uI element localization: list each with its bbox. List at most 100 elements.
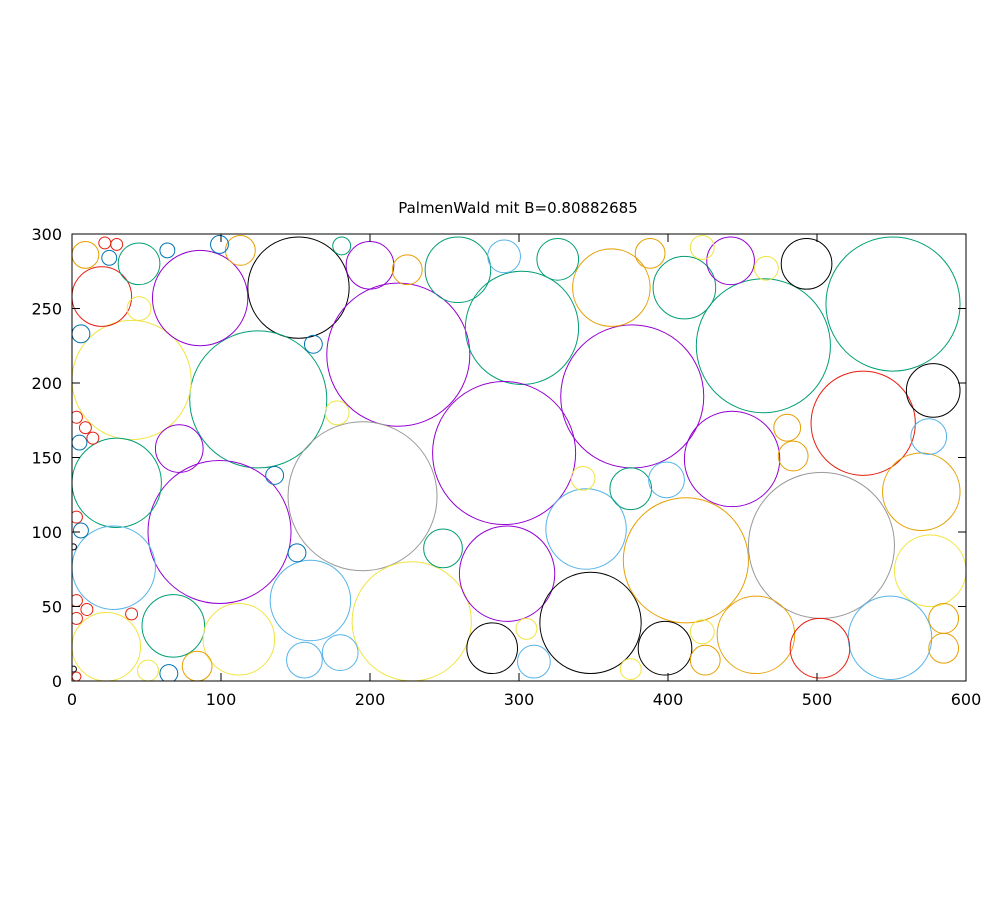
y-tick-label-4: 200 <box>31 374 62 393</box>
axis-ticks: 0 100 200 300 400 500 600 0 50 100 150 200 250 300 <box>31 225 981 709</box>
circle-mark-4 <box>695 278 831 414</box>
circle-mark-10 <box>287 421 438 572</box>
circle-mark-93 <box>72 543 77 551</box>
circle-mark-14 <box>72 525 156 610</box>
circle-mark-25 <box>747 471 895 619</box>
circle-mark-90 <box>72 611 83 625</box>
circle-mark-47 <box>689 234 715 260</box>
circles-layer <box>72 234 966 681</box>
circle-mark-19 <box>351 561 472 681</box>
circle-mark-11 <box>432 381 577 526</box>
circle-mark-67 <box>159 664 179 681</box>
circle-mark-68 <box>517 644 551 679</box>
circle-mark-21 <box>466 622 519 675</box>
circle-mark-40 <box>706 236 755 286</box>
circle-mark-92 <box>72 671 82 681</box>
circle-mark-44 <box>224 234 256 266</box>
circle-mark-24 <box>622 497 749 624</box>
circle-mark-2 <box>464 270 580 385</box>
circle-mark-51 <box>210 234 229 254</box>
circle-mark-87 <box>72 510 83 524</box>
circle-mark-20 <box>458 525 556 622</box>
circle-mark-34 <box>572 248 651 327</box>
circle-mark-83 <box>72 522 89 539</box>
circle-mark-61 <box>287 543 307 563</box>
circle-mark-57 <box>303 334 323 354</box>
circle-mark-75 <box>648 461 685 499</box>
circle-mark-18 <box>269 559 352 642</box>
circle-mark-33 <box>637 620 693 676</box>
circle-mark-22 <box>539 571 642 675</box>
circle-mark-43 <box>634 237 666 269</box>
circle-mark-35 <box>652 255 717 320</box>
x-tick-label-4: 400 <box>653 690 684 709</box>
circle-mark-46 <box>72 240 100 269</box>
circle-mark-65 <box>181 650 213 681</box>
circle-mark-53 <box>98 236 112 250</box>
circle-mark-39 <box>780 237 833 290</box>
circle-mark-17 <box>202 603 276 676</box>
y-tick-label-0: 0 <box>52 672 62 691</box>
circle-mark-16 <box>141 594 206 658</box>
circle-mark-80 <box>928 603 960 634</box>
circle-mark-32 <box>789 617 851 679</box>
circle-mark-48 <box>753 255 779 281</box>
circle-mark-6 <box>189 330 328 469</box>
circle-mark-77 <box>777 440 809 472</box>
circle-mark-79 <box>910 418 948 456</box>
circle-mark-60 <box>265 465 285 485</box>
circle-mark-85 <box>78 421 92 435</box>
x-tick-label-2: 200 <box>355 690 386 709</box>
circle-mark-28 <box>882 452 961 532</box>
circle-mark-94 <box>72 665 77 673</box>
circle-mark-13 <box>72 437 162 529</box>
circle-mark-82 <box>72 434 88 451</box>
circle-mark-23 <box>545 488 627 570</box>
circle-mark-54 <box>110 237 124 251</box>
circle-mark-73 <box>570 465 596 491</box>
circle-mark-74 <box>609 467 653 511</box>
circle-mark-27 <box>810 370 916 476</box>
x-tick-label-5: 500 <box>802 690 833 709</box>
circle-mark-70 <box>619 658 642 681</box>
circle-mark-29 <box>893 534 966 607</box>
circle-mark-38 <box>117 242 161 286</box>
chart-title: PalmenWald mit B=0.80882685 <box>398 199 638 217</box>
circle-mark-89 <box>80 603 94 616</box>
x-tick-label-0: 0 <box>67 690 77 709</box>
circle-mark-59 <box>154 424 204 473</box>
circle-mark-15 <box>72 611 142 681</box>
circle-mark-3 <box>560 324 705 469</box>
circle-mark-37 <box>345 240 395 290</box>
circle-mark-42 <box>487 239 521 274</box>
circle-mark-45 <box>391 254 423 286</box>
y-tick-label-1: 50 <box>42 598 62 617</box>
circle-mark-71 <box>689 644 721 676</box>
circle-mark-12 <box>147 459 292 605</box>
y-tick-label-3: 150 <box>31 449 62 468</box>
circle-mark-31 <box>716 595 796 675</box>
circle-mark-64 <box>286 641 323 679</box>
circle-mark-52 <box>101 249 118 266</box>
circle-mark-86 <box>86 431 100 445</box>
circle-mark-66 <box>137 659 159 681</box>
y-tick-label-5: 250 <box>31 300 62 319</box>
circle-mark-56 <box>72 324 91 344</box>
circle-mark-30 <box>847 595 933 681</box>
y-tick-label-2: 100 <box>31 523 62 542</box>
circle-mark-50 <box>159 242 176 259</box>
circle-mark-0 <box>247 236 350 339</box>
circle-mark-26 <box>683 410 781 508</box>
circle-mark-41 <box>536 237 580 281</box>
circle-mark-63 <box>321 634 359 672</box>
circle-mark-36 <box>424 236 492 304</box>
x-tick-label-6: 600 <box>951 690 982 709</box>
circle-mark-76 <box>773 413 802 442</box>
x-tick-label-1: 100 <box>206 690 237 709</box>
circle-mark-91 <box>125 607 139 621</box>
circle-mark-69 <box>515 617 538 640</box>
circle-mark-62 <box>423 528 463 569</box>
y-tick-label-6: 300 <box>31 225 62 244</box>
plot-frame <box>71 233 967 682</box>
circle-mark-1 <box>326 282 471 427</box>
